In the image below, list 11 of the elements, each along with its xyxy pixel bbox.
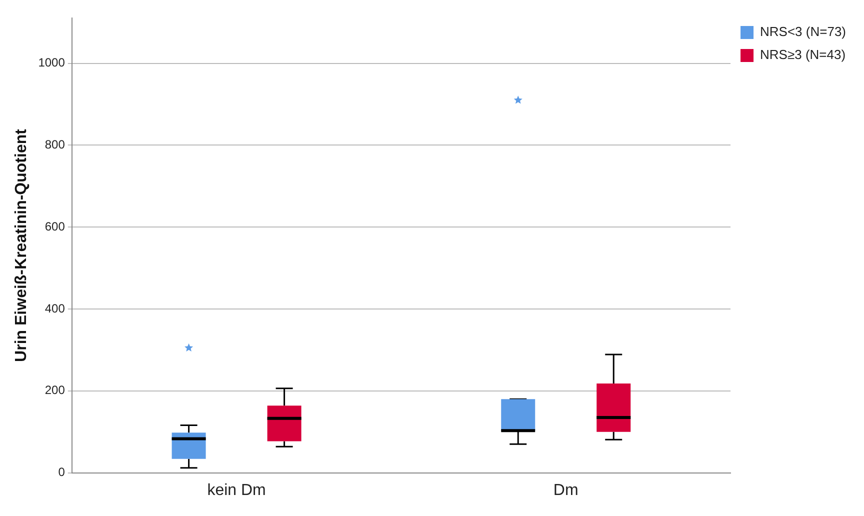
legend-label: NRS<3 (N=73) — [760, 24, 846, 40]
y-tick-label: 800 — [44, 137, 66, 152]
x-tick-label: Dm — [553, 482, 578, 499]
y-tick-label: 200 — [44, 383, 66, 398]
y-tick-label: 600 — [44, 219, 66, 234]
y-tick-label: 400 — [44, 301, 66, 316]
x-tick-label: kein Dm — [207, 482, 266, 499]
y-tick-label: 1000 — [38, 56, 66, 70]
y-axis-title: Urin Eiweiß-Kreatinin-Quotient — [13, 128, 30, 362]
legend-label: NRS≥3 (N=43) — [760, 47, 846, 62]
y-tick-label: 0 — [58, 465, 66, 480]
